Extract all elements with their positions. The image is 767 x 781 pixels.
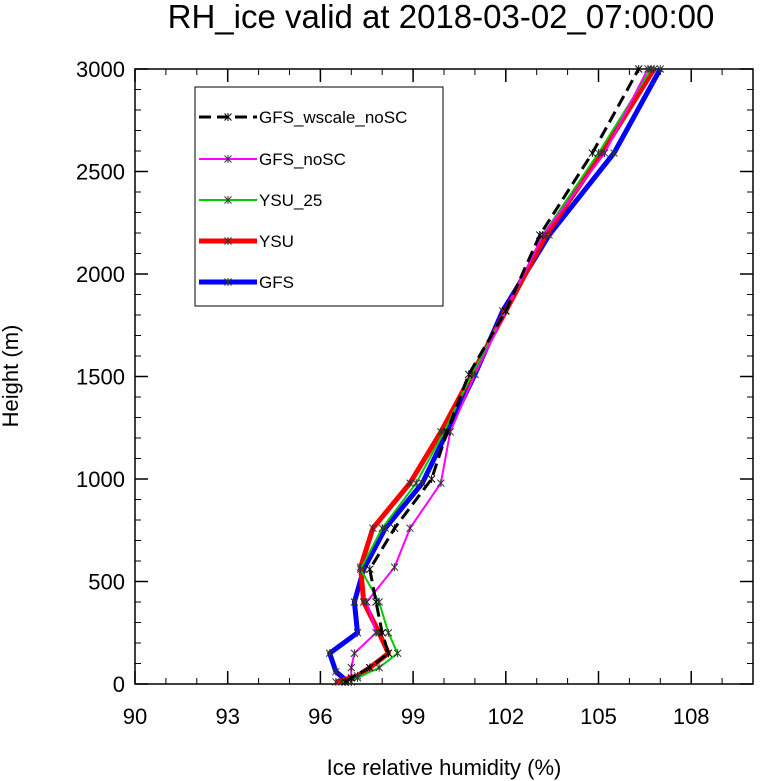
- data-point: [427, 475, 436, 483]
- series-GFS_noSC: [347, 65, 652, 686]
- legend-marker: [224, 196, 232, 204]
- legend-marker: [224, 113, 232, 121]
- data-point: [610, 149, 618, 158]
- data-point: [644, 65, 652, 73]
- legend: GFS_wscale_noSC GFS_noSC YSU_25 YSU GFS: [194, 86, 444, 307]
- x-tick-label: 105: [580, 704, 617, 729]
- y-tick-label: 2500: [76, 160, 125, 185]
- x-tick-label: 96: [308, 704, 332, 729]
- legend-label: GFS_wscale_noSC: [259, 108, 407, 127]
- data-point: [588, 149, 597, 158]
- data-point: [406, 479, 414, 488]
- legend-label: GFS: [259, 273, 294, 292]
- data-point: [372, 628, 380, 637]
- data-point: [656, 65, 665, 73]
- data-point: [437, 479, 445, 488]
- data-point: [341, 677, 349, 686]
- data-point: [418, 479, 427, 488]
- x-tick-label: 102: [487, 704, 524, 729]
- legend-item: GFS: [199, 273, 294, 292]
- data-point: [375, 663, 383, 672]
- series-layer: [325, 65, 665, 686]
- y-tick-label: 500: [88, 570, 125, 595]
- legend-item: GFS_noSC: [199, 150, 346, 169]
- data-point: [384, 649, 393, 658]
- legend-label: YSU: [259, 232, 294, 251]
- data-point: [443, 427, 451, 436]
- legend-marker: [224, 237, 232, 245]
- y-tick-label: 1000: [76, 467, 125, 492]
- data-point: [535, 231, 544, 240]
- series-GFS_wscale_noSC: [341, 65, 643, 686]
- data-point: [365, 663, 374, 672]
- data-point: [372, 598, 380, 606]
- legend-item: YSU: [199, 232, 294, 251]
- y-tick-label: 3000: [76, 57, 125, 82]
- data-point: [600, 149, 609, 158]
- data-point: [390, 524, 399, 533]
- y-tick-label: 1500: [76, 365, 125, 390]
- data-point: [384, 628, 393, 637]
- legend-marker: [224, 278, 232, 286]
- data-point: [412, 479, 421, 488]
- legend-box: [194, 86, 444, 307]
- data-point: [390, 563, 399, 572]
- x-axis-label: Ice relative humidity (%): [327, 755, 562, 780]
- axes: 90 93 96 99 102 105 108 0 500 1000 1500 2000 2500 300…: [76, 57, 754, 729]
- data-point: [350, 598, 359, 606]
- data-point: [325, 649, 334, 658]
- data-point: [347, 663, 356, 672]
- data-point: [331, 667, 340, 676]
- data-point: [501, 306, 510, 315]
- data-point: [369, 524, 377, 533]
- legend-label: YSU_25: [259, 191, 322, 210]
- x-tick-label: 99: [401, 704, 425, 729]
- data-point: [350, 649, 359, 658]
- chart-title: RH_ice valid at 2018-03-02_07:00:00: [168, 0, 715, 35]
- data-point: [378, 628, 387, 637]
- y-tick-label: 0: [113, 672, 125, 697]
- x-tick-label: 93: [215, 704, 239, 729]
- x-tick-label: 90: [123, 704, 147, 729]
- legend-item: GFS_wscale_noSC: [199, 108, 407, 127]
- data-point: [347, 673, 356, 682]
- data-point: [464, 370, 473, 379]
- data-point: [353, 628, 362, 637]
- legend-label: GFS_noSC: [259, 150, 346, 169]
- data-point: [365, 565, 374, 574]
- data-point: [406, 524, 414, 533]
- data-point: [331, 677, 340, 686]
- data-point: [471, 370, 479, 379]
- legend-item: YSU_25: [199, 191, 322, 210]
- data-point: [362, 598, 371, 606]
- data-point: [634, 65, 643, 73]
- data-point: [393, 649, 402, 658]
- data-point: [356, 565, 365, 574]
- y-tick-label: 2000: [76, 262, 125, 287]
- legend-marker: [224, 155, 232, 163]
- data-point: [594, 149, 603, 158]
- y-axis-label: Height (m): [0, 325, 23, 428]
- data-point: [378, 524, 387, 533]
- x-tick-label: 108: [673, 704, 710, 729]
